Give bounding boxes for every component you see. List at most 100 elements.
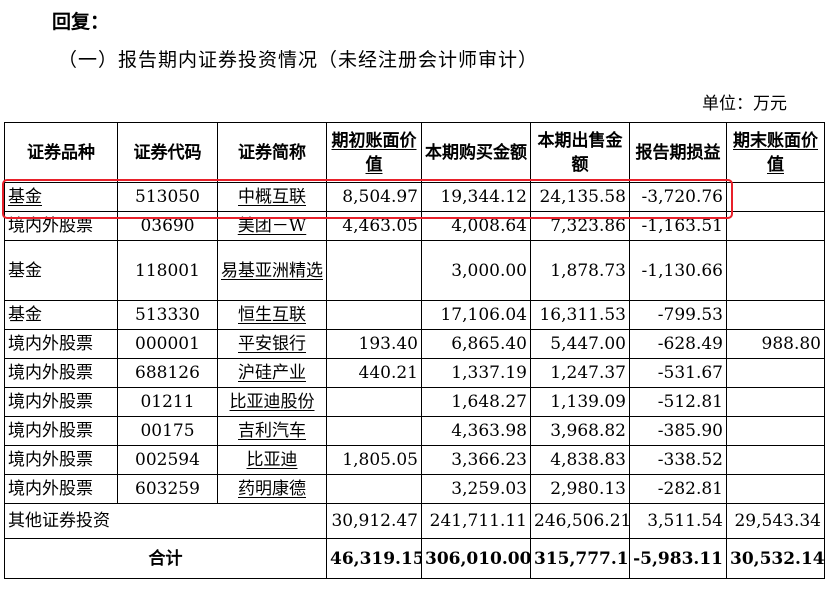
table-row: 境内外股票 03690 美团－W 4,463.05 4,008.64 7,323.86 -1… xyxy=(4,211,825,241)
cell-text: 美团－W xyxy=(237,216,307,236)
cell-profit-loss: -1,163.51 xyxy=(629,211,727,241)
cell-sale: 5,447.00 xyxy=(530,329,630,359)
cell-sale: 315,777.14 xyxy=(530,538,630,579)
cell-closing-value xyxy=(726,474,825,504)
table-row: 境内外股票 000001 平安银行 193.40 6,865.40 5,447.00 -62… xyxy=(4,329,825,359)
cell-code: 603259 xyxy=(117,474,218,504)
cell-type: 境内外股票 xyxy=(4,416,118,446)
header-sale-amount: 本期出售金额 xyxy=(530,122,630,183)
cell-text: 比亚迪 xyxy=(246,450,298,470)
cell-name: 恒生互联 xyxy=(217,300,327,330)
cell-opening-value: 30,912.47 xyxy=(326,503,422,539)
cell-code: 118001 xyxy=(117,240,218,301)
table-row: 境内外股票 603259 药明康德 3,259.03 2,980.13 -282.81 xyxy=(4,474,825,504)
cell-purchase: 4,363.98 xyxy=(421,416,531,446)
other-securities-label: 其他证券投资 xyxy=(4,503,327,539)
cell-opening-value: 46,319.15 xyxy=(326,538,422,579)
header-opening-book-value: 期初账面价值 xyxy=(326,122,422,183)
reply-heading: 回复： xyxy=(52,11,110,33)
total-row: 合计46,319.15306,010.00315,777.14-5,983.11… xyxy=(4,538,825,579)
cell-type: 境内外股票 xyxy=(4,474,118,504)
cell-profit-loss: -338.52 xyxy=(629,445,727,475)
cell-name: 平安银行 xyxy=(217,329,327,359)
cell-code: 000001 xyxy=(117,329,218,359)
cell-type: 境内外股票 xyxy=(4,329,118,359)
header-row: 证券品种 证券代码 证券简称 期初账面价值 本期购买金额 本期出售金额 报告期损… xyxy=(4,122,825,183)
cell-sale: 3,968.82 xyxy=(530,416,630,446)
cell-opening-value xyxy=(326,387,422,417)
header-security-name: 证券简称 xyxy=(217,122,327,183)
cell-opening-value xyxy=(326,416,422,446)
cell-profit-loss: -531.67 xyxy=(629,358,727,388)
cell-name: 药明康德 xyxy=(217,474,327,504)
cell-opening-value: 1,805.05 xyxy=(326,445,422,475)
cell-closing-value xyxy=(726,182,825,212)
cell-text: 沪硅产业 xyxy=(238,363,306,383)
cell-purchase: 3,000.00 xyxy=(421,240,531,301)
cell-profit-loss: -282.81 xyxy=(629,474,727,504)
cell-profit-loss: -1,130.66 xyxy=(629,240,727,301)
cell-sale: 7,323.86 xyxy=(530,211,630,241)
cell-opening-value xyxy=(326,474,422,504)
cell-type: 境内外股票 xyxy=(4,211,118,241)
table-row: 境内外股票 00175 吉利汽车 4,363.98 3,968.82 -385.90 xyxy=(4,416,825,446)
cell-closing-value: 988.80 xyxy=(726,329,825,359)
cell-closing-value xyxy=(726,300,825,330)
cell-name: 吉利汽车 xyxy=(217,416,327,446)
cell-text: 比亚迪股份 xyxy=(229,392,315,412)
cell-sale: 4,838.83 xyxy=(530,445,630,475)
cell-type: 境内外股票 xyxy=(4,445,118,475)
cell-code: 513330 xyxy=(117,300,218,330)
cell-opening-value: 8,504.97 xyxy=(326,182,422,212)
cell-purchase: 1,337.19 xyxy=(421,358,531,388)
cell-type: 境内外股票 xyxy=(4,387,118,417)
cell-text: 平安银行 xyxy=(238,334,306,354)
cell-sale: 1,878.73 xyxy=(530,240,630,301)
cell-text: 易基亚洲精选 xyxy=(221,260,323,281)
cell-type: 基金 xyxy=(4,240,118,301)
cell-purchase: 17,106.04 xyxy=(421,300,531,330)
cell-closing-value xyxy=(726,240,825,301)
cell-text: 恒生互联 xyxy=(238,305,306,325)
cell-closing-value xyxy=(726,358,825,388)
cell-type: 境内外股票 xyxy=(4,358,118,388)
cell-closing-value: 30,532.14 xyxy=(726,538,825,579)
cell-code: 01211 xyxy=(117,387,218,417)
cell-purchase: 4,008.64 xyxy=(421,211,531,241)
cell-text: 基金 xyxy=(8,187,42,207)
table-row: 境内外股票 01211 比亚迪股份 1,648.27 1,139.09 -512.81 xyxy=(4,387,825,417)
cell-opening-value: 440.21 xyxy=(326,358,422,388)
cell-sale: 1,247.37 xyxy=(530,358,630,388)
cell-name: 比亚迪股份 xyxy=(217,387,327,417)
cell-code: 03690 xyxy=(117,211,218,241)
cell-name: 美团－W xyxy=(217,211,327,241)
cell-code: 688126 xyxy=(117,358,218,388)
cell-sale: 16,311.53 xyxy=(530,300,630,330)
section-title: （一）报告期内证券投资情况（未经注册会计师审计） xyxy=(58,49,539,71)
table-row: 境内外股票 688126 沪硅产业 440.21 1,337.19 1,247.37 -53… xyxy=(4,358,825,388)
cell-text: 药明康德 xyxy=(238,479,306,499)
cell-sale: 1,139.09 xyxy=(530,387,630,417)
cell-profit-loss: -512.81 xyxy=(629,387,727,417)
cell-type: 基金 xyxy=(4,300,118,330)
header-security-code: 证券代码 xyxy=(117,122,218,183)
other-securities-row: 其他证券投资 30,912.47 241,711.11 246,506.21 3,511… xyxy=(4,503,825,539)
table-row: 基金 513330 恒生互联 17,106.04 16,311.53 -799.53 xyxy=(4,300,825,330)
total-label: 合计 xyxy=(4,538,327,579)
header-closing-book-value: 期末账面价值 xyxy=(726,122,825,183)
cell-closing-value xyxy=(726,211,825,241)
cell-purchase: 1,648.27 xyxy=(421,387,531,417)
cell-sale: 2,980.13 xyxy=(530,474,630,504)
cell-sale: 246,506.21 xyxy=(530,503,630,539)
cell-purchase: 306,010.00 xyxy=(421,538,531,579)
cell-code: 513050 xyxy=(117,182,218,212)
cell-purchase: 241,711.11 xyxy=(421,503,531,539)
cell-text: 中概互联 xyxy=(238,187,306,207)
cell-profit-loss: -799.53 xyxy=(629,300,727,330)
cell-purchase: 3,366.23 xyxy=(421,445,531,475)
cell-profit-loss: -628.49 xyxy=(629,329,727,359)
cell-profit-loss: -385.90 xyxy=(629,416,727,446)
cell-opening-value xyxy=(326,240,422,301)
cell-closing-value xyxy=(726,445,825,475)
cell-profit-loss: 3,511.54 xyxy=(629,503,727,539)
